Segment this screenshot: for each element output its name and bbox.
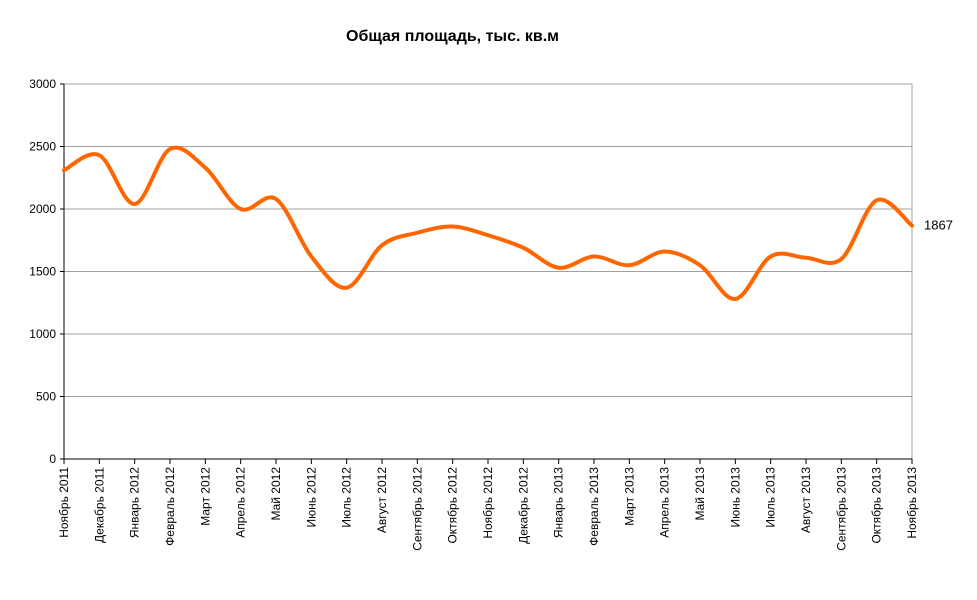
- end-data-label: 1867: [924, 218, 953, 233]
- x-tick-label: Октябрь 2012: [446, 467, 460, 544]
- y-tick-label: 1500: [29, 265, 56, 279]
- x-tick-label: Март 2013: [622, 467, 636, 526]
- x-tick-label: Сентябрь 2013: [834, 467, 848, 551]
- x-tick-label: Апрель 2012: [234, 467, 248, 538]
- y-tick-label: 2000: [29, 202, 56, 216]
- x-tick-label: Октябрь 2013: [870, 467, 884, 544]
- y-tick-label: 1000: [29, 327, 56, 341]
- y-tick-label: 2500: [29, 140, 56, 154]
- x-tick-label: Март 2012: [198, 467, 212, 526]
- x-tick-label: Май 2012: [269, 467, 283, 521]
- x-tick-label: Апрель 2013: [658, 467, 672, 538]
- chart-title: Общая площадь, тыс. кв.м: [346, 28, 559, 45]
- x-tick-label: Февраль 2012: [163, 467, 177, 546]
- x-tick-label: Август 2012: [375, 467, 389, 533]
- x-tick-label: Январь 2013: [552, 467, 566, 538]
- x-tick-label: Декабрь 2012: [516, 467, 530, 544]
- y-tick-label: 3000: [29, 77, 56, 91]
- x-tick-label: Январь 2012: [128, 467, 142, 538]
- x-tick-label: Июнь 2012: [304, 467, 318, 528]
- x-tick-label: Май 2013: [693, 467, 707, 521]
- series-line-0: [62, 145, 914, 301]
- x-tick-label: Декабрь 2011: [92, 467, 106, 543]
- x-tick-label: Февраль 2013: [587, 467, 601, 546]
- y-tick-label: 0: [49, 452, 56, 466]
- x-tick-label: Ноябрь 2013: [905, 467, 919, 539]
- x-tick-label: Август 2013: [799, 467, 813, 533]
- x-tick-label: Июль 2013: [764, 467, 778, 528]
- x-tick-label: Ноябрь 2011: [57, 467, 71, 538]
- x-tick-label: Сентябрь 2012: [410, 467, 424, 551]
- x-tick-label: Июнь 2013: [728, 467, 742, 528]
- y-tick-label: 500: [36, 390, 56, 404]
- x-tick-label: Ноябрь 2012: [481, 467, 495, 539]
- x-tick-label: Июль 2012: [340, 467, 354, 528]
